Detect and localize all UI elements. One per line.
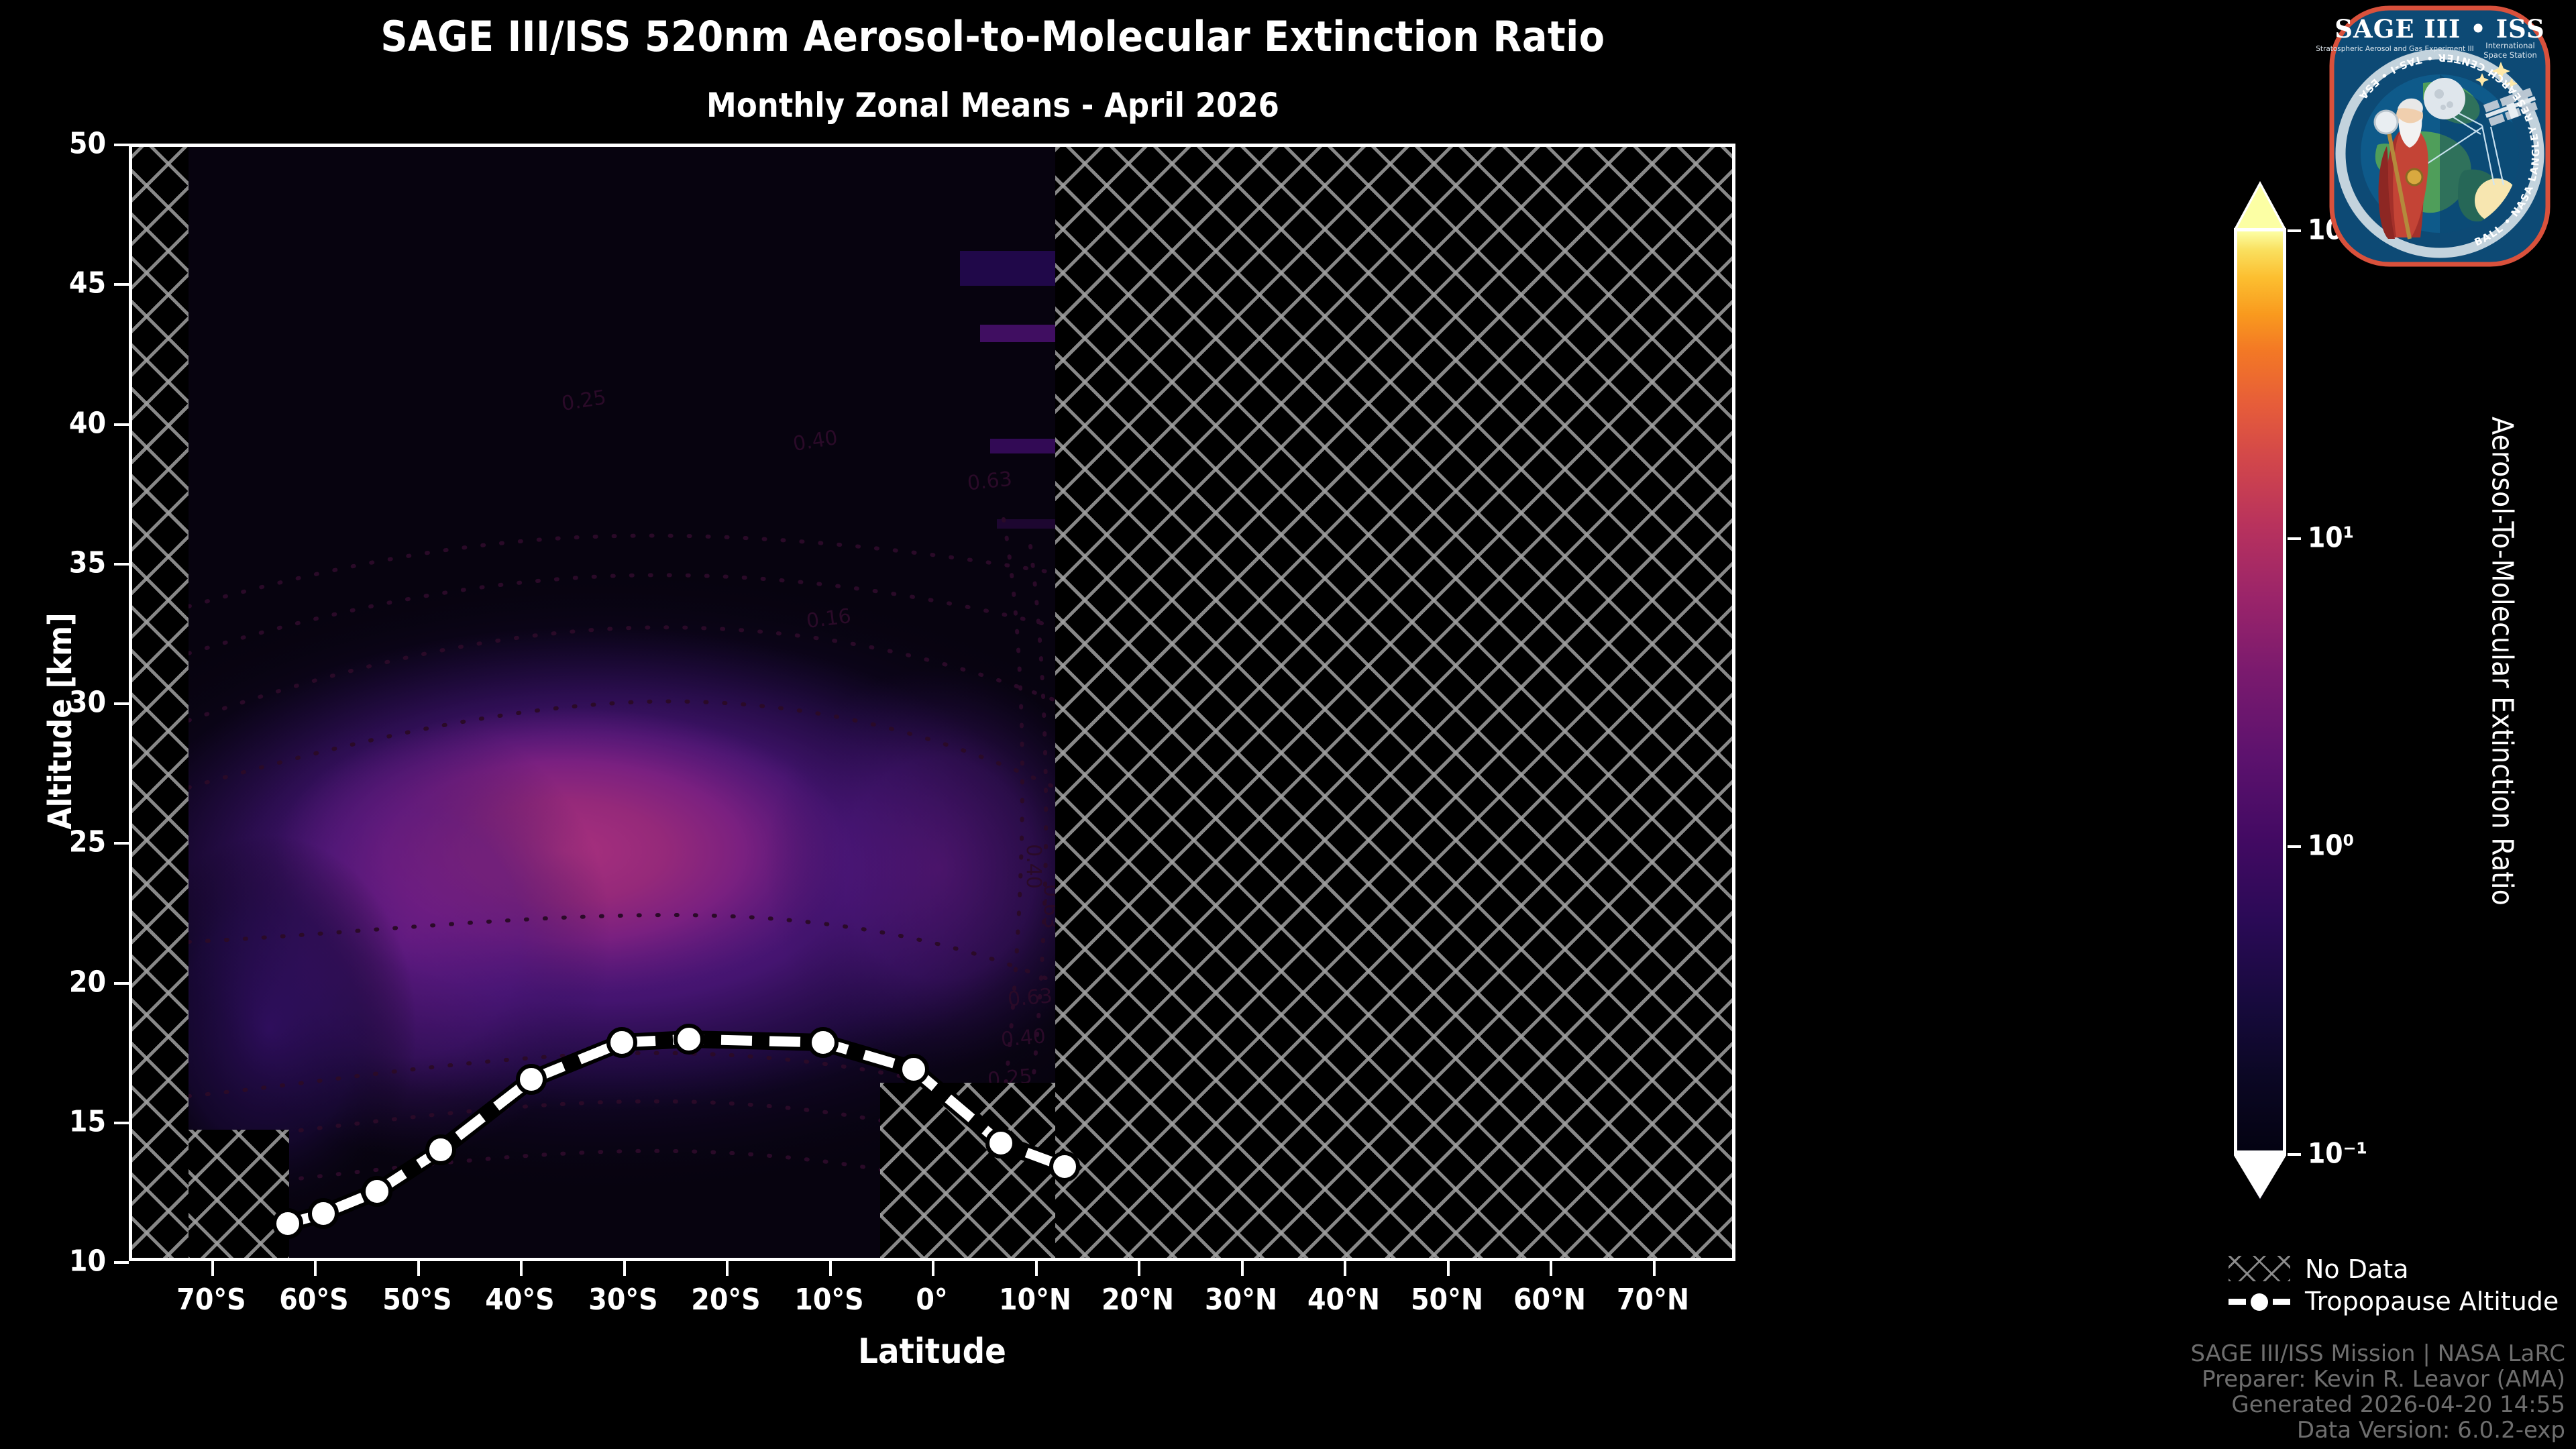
footer: SAGE III/ISS Mission | NASA LaRC Prepare… — [2190, 1342, 2565, 1444]
y-tick-label: 15 — [68, 1104, 106, 1139]
x-tick-label: 20°N — [1101, 1283, 1175, 1317]
x-tick-label: 50°S — [382, 1283, 452, 1317]
colorbar-extend-max — [2234, 181, 2286, 229]
y-tick-label: 40 — [68, 406, 106, 441]
extinction-ratio-mesh — [189, 144, 1055, 1261]
x-axis-label: Latitude — [858, 1332, 1006, 1372]
x-tick-label: 30°S — [588, 1283, 658, 1317]
tropopause-line — [272, 1024, 1080, 1239]
logo-subtitle-right-2: Space Station — [2483, 50, 2537, 60]
x-tick-label: 70°S — [176, 1283, 246, 1317]
footer-line: SAGE III/ISS Mission | NASA LaRC — [2190, 1340, 2565, 1367]
y-axis-label: Altitude [km] — [42, 612, 79, 830]
footer-line: Preparer: Kevin R. Leavor (AMA) — [2202, 1366, 2565, 1393]
legend-item-no-data: No Data — [2229, 1253, 2576, 1285]
colorbar: 10² 10¹ 10⁰ 10⁻¹ — [2234, 181, 2367, 1201]
logo-title: SAGE III • ISS — [2334, 14, 2544, 44]
page-title: SAGE III/ISS 520nm Aerosol-to-Molecular … — [380, 12, 1605, 61]
x-tick-label: 0° — [916, 1283, 948, 1317]
y-tick-label: 45 — [68, 266, 106, 301]
y-tick-label: 30 — [68, 685, 106, 720]
footer-line: Data Version: 6.0.2-exp — [2296, 1417, 2565, 1444]
y-tick-label: 35 — [68, 545, 106, 580]
no-data-swatch — [2229, 1256, 2290, 1283]
page-subtitle: Monthly Zonal Means - April 2026 — [706, 86, 1279, 125]
y-tick-label: 10 — [68, 1244, 106, 1279]
legend-label: No Data — [2305, 1254, 2409, 1284]
x-tick-label: 50°N — [1410, 1283, 1484, 1317]
x-tick-label: 40°N — [1307, 1283, 1381, 1317]
x-tick-label: 60°S — [279, 1283, 349, 1317]
logo-subtitle-right-1: International — [2485, 41, 2534, 50]
x-tick-label: 70°N — [1616, 1283, 1690, 1317]
data-field: 0.25 0.40 0.63 0.16 1.00 0.63 0.40 0.25 … — [189, 144, 1055, 1261]
legend: No Data Tropopause Altitude — [2229, 1253, 2576, 1318]
no-data-notch-left — [189, 1130, 289, 1261]
x-tick-label: 10°S — [794, 1283, 864, 1317]
y-tick-label: 50 — [68, 126, 106, 161]
colorbar-gradient — [2234, 228, 2286, 1154]
y-tick-label: 20 — [68, 965, 106, 1000]
colorbar-tick-label: 10⁻¹ — [2308, 1136, 2368, 1170]
x-tick-label: 30°N — [1204, 1283, 1278, 1317]
footer-line: Generated 2026-04-20 14:55 — [2231, 1391, 2565, 1418]
logo-subtitle-left: Stratospheric Aerosol and Gas Experiment… — [2316, 45, 2474, 53]
contour-lines — [189, 517, 1055, 1212]
colorbar-label: Aerosol-To-Molecular Extinction Ratio — [2485, 417, 2520, 906]
colorbar-tick-label: 10¹ — [2308, 521, 2355, 554]
x-tick-label: 40°S — [485, 1283, 555, 1317]
x-tick-label: 20°S — [691, 1283, 761, 1317]
tropopause-swatch — [2229, 1288, 2290, 1315]
colorbar-extend-min-outline — [2234, 1152, 2286, 1199]
sage-iii-iss-mission-patch-logo: SAGE III • ISS Stratospheric Aerosol and… — [2302, 3, 2571, 271]
x-tick-label: 10°N — [998, 1283, 1072, 1317]
legend-item-tropopause: Tropopause Altitude — [2229, 1285, 2576, 1318]
y-tick-label: 25 — [68, 824, 106, 859]
colorbar-tick-label: 10⁰ — [2308, 828, 2355, 862]
plot-area: 0.25 0.40 0.63 0.16 1.00 0.63 0.40 0.25 … — [129, 144, 1735, 1261]
legend-label: Tropopause Altitude — [2305, 1287, 2559, 1316]
x-tick-label: 60°N — [1513, 1283, 1587, 1317]
